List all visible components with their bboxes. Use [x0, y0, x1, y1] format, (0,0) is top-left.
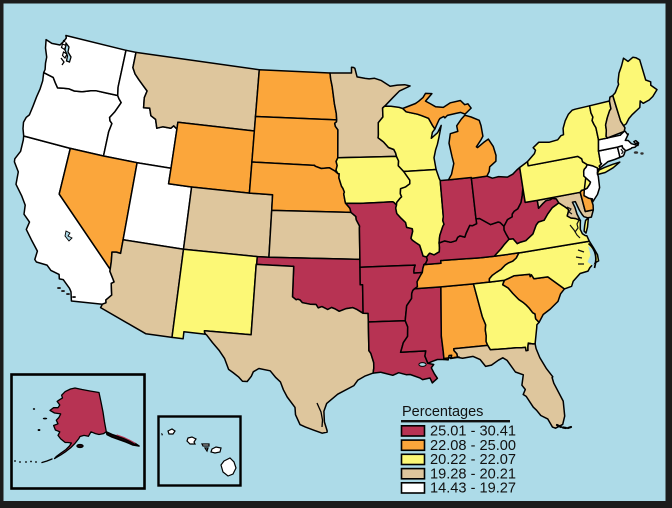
svg-text:25.01 - 30.41: 25.01 - 30.41: [430, 424, 516, 440]
svg-text:14.43 - 19.27: 14.43 - 19.27: [430, 481, 516, 497]
svg-text:22.08 - 25.00: 22.08 - 25.00: [430, 438, 516, 454]
svg-text:19.28 - 20.21: 19.28 - 20.21: [430, 466, 516, 482]
svg-text:Percentages: Percentages: [402, 404, 483, 420]
svg-text:20.22 - 22.07: 20.22 - 22.07: [430, 452, 516, 468]
